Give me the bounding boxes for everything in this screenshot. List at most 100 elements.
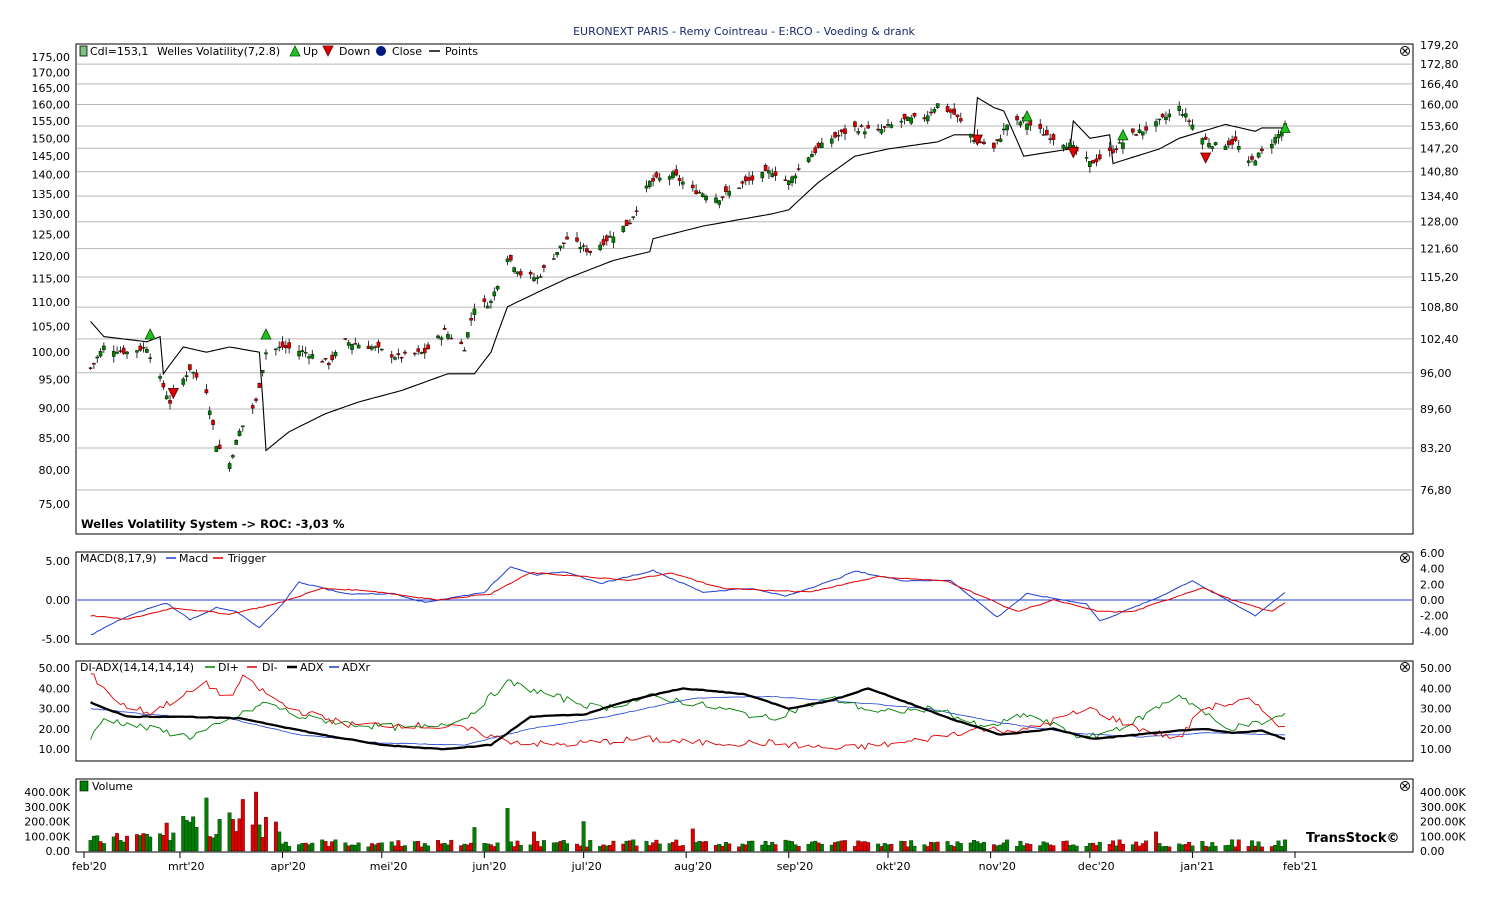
volume-bar (1061, 841, 1066, 852)
candle-body (446, 334, 450, 339)
candle-body (1203, 136, 1208, 140)
candle-body (552, 258, 556, 260)
volume-bar (538, 846, 543, 852)
volume-bar (373, 844, 378, 852)
candle-body (141, 347, 146, 349)
price-right-tick-label: 115,20 (1420, 271, 1459, 284)
dmi-right-tick-label: 10.00 (1420, 743, 1452, 756)
macd-right-tick-label: 2.00 (1420, 578, 1445, 591)
volume-bar (763, 840, 768, 852)
volume-bar (1134, 841, 1139, 852)
candle-body (727, 190, 732, 196)
candle-body (601, 239, 606, 246)
close-icon (1402, 783, 1408, 789)
volume-bar (1167, 846, 1172, 852)
candle-body (912, 113, 917, 117)
volume-bar (264, 816, 268, 852)
volume-bar (952, 846, 957, 852)
candle-body (704, 195, 708, 201)
volume-bar (1164, 846, 1168, 852)
candle-body (578, 247, 583, 249)
candle-body (588, 250, 593, 253)
price-right-tick-label: 89,60 (1420, 403, 1452, 416)
candle-body (820, 142, 824, 148)
price-left-axis: 175,00 170,00 165,00 160,00 155,00 150,00 145,… (32, 51, 71, 511)
volume-bar (541, 840, 546, 852)
candle-body (102, 345, 106, 351)
volume-bar (422, 843, 427, 852)
candle-body (810, 154, 814, 158)
candle-body (932, 109, 937, 113)
volume-bar (168, 840, 172, 852)
volume-bar (194, 826, 199, 852)
candle-body (396, 353, 401, 356)
volume-bar (439, 843, 444, 852)
volume-bar (862, 841, 867, 852)
candle-body (786, 180, 791, 185)
candle-body (125, 351, 129, 355)
volume-bar (121, 841, 126, 852)
x-tick-label: okt'20 (876, 860, 910, 873)
candle-body (135, 350, 139, 353)
candle-body (532, 277, 536, 281)
candle-body (859, 125, 864, 127)
volume-bar (717, 844, 722, 852)
volume-bar (307, 844, 311, 852)
candle-body (492, 291, 497, 297)
volume-bar (489, 844, 493, 852)
candle-body (158, 376, 162, 379)
candle-body (1018, 121, 1023, 126)
dmi-legend: DI-ADX(14,14,14,14) DI+ DI- ADX ADXr (80, 661, 371, 674)
candle-body (737, 187, 741, 189)
volume-bar (396, 840, 401, 852)
x-tick-label: apr'20 (271, 860, 306, 873)
volume-bar (1028, 844, 1033, 852)
volume-bar (356, 842, 361, 852)
price-tick-label: 135,00 (32, 188, 71, 201)
volume-bar (601, 844, 606, 852)
volume-bar (1021, 845, 1026, 852)
legend-trigger: Trigger (227, 552, 266, 565)
candle-body (376, 341, 381, 348)
close-price-panel-button[interactable] (1400, 46, 1410, 56)
candle-body (922, 117, 927, 120)
volume-bar (723, 841, 728, 852)
candle-body (743, 176, 748, 182)
candle-body (234, 440, 239, 445)
candle-body (207, 410, 212, 416)
candle-body (1045, 129, 1049, 136)
volume-bar (925, 846, 930, 852)
candle-body (1041, 134, 1046, 136)
candle-body (92, 362, 96, 365)
volume-bar (1117, 839, 1122, 852)
volume-bar (786, 840, 791, 852)
volume-bar (426, 845, 431, 852)
volume-bar (766, 845, 771, 852)
candle-body (604, 235, 609, 242)
volume-bar (1087, 843, 1092, 852)
candle-body (671, 171, 675, 178)
macd-tick-label: 0.00 (46, 594, 71, 607)
macd-lines (77, 566, 1412, 636)
close-dmi-panel-button[interactable] (1400, 662, 1410, 672)
volume-bar (1001, 842, 1006, 852)
candle-body (343, 338, 348, 340)
volume-bar (1177, 843, 1182, 852)
close-volume-panel-button[interactable] (1400, 781, 1410, 791)
volume-bar (876, 843, 881, 852)
candle-body (747, 177, 751, 181)
close-macd-panel-button[interactable] (1400, 553, 1410, 563)
candle-body (297, 350, 301, 357)
candle-body (188, 364, 192, 370)
volume-bar (1203, 845, 1208, 852)
candle-body (350, 343, 354, 350)
price-right-tick-label: 166,40 (1420, 78, 1459, 91)
price-right-tick-label: 83,20 (1420, 442, 1452, 455)
volume-bar (604, 845, 609, 852)
macd-panel (75, 551, 1414, 645)
close-icon (1402, 48, 1408, 54)
volume-bar (469, 842, 474, 852)
candle-body (211, 420, 215, 425)
volume-bar (134, 834, 139, 852)
